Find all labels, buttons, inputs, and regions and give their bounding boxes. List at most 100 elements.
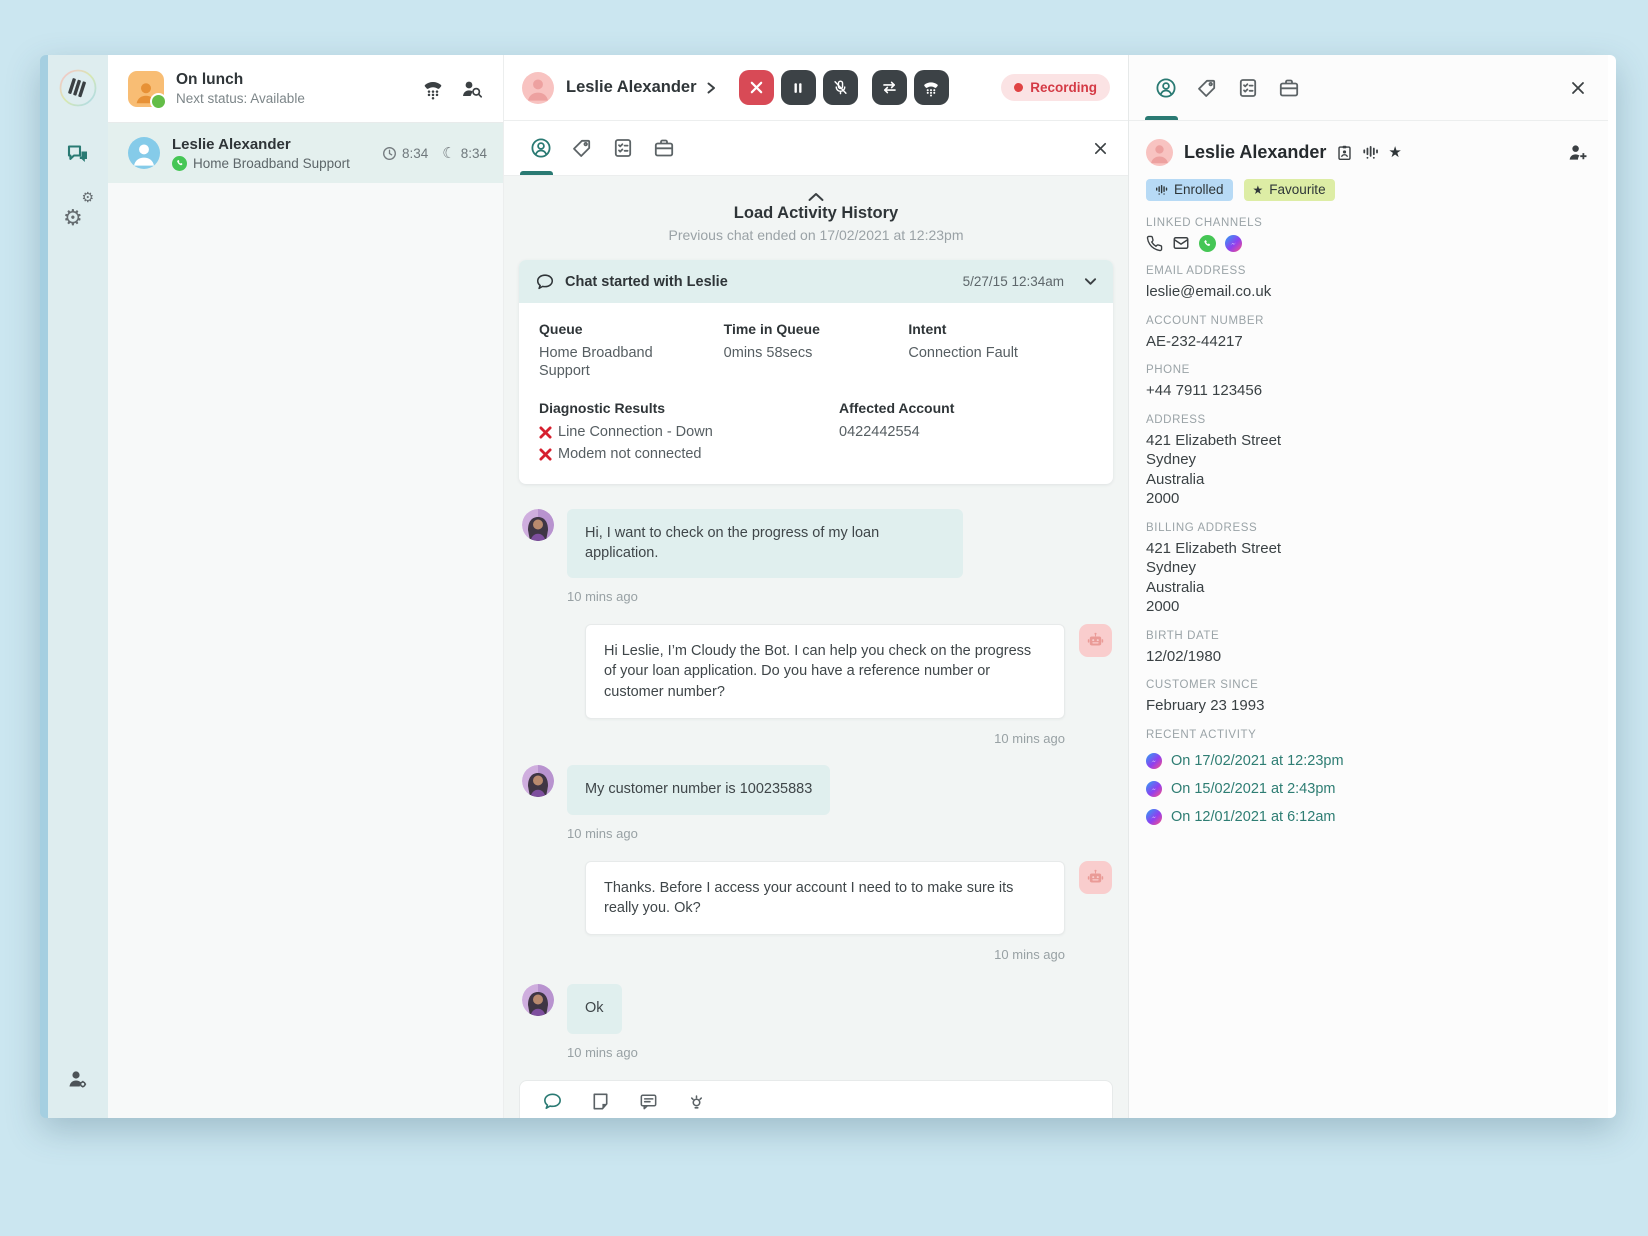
message-bubble: Hi Leslie, I’m Cloudy the Bot. I can hel…	[585, 624, 1065, 719]
phone-channel-icon[interactable]	[1146, 235, 1163, 252]
moon-icon: ☾	[442, 144, 456, 162]
tab-tags[interactable]	[570, 136, 594, 160]
status-dot	[150, 92, 167, 110]
agent-status-bar[interactable]: On lunch Next status: Available	[108, 55, 503, 123]
history-subtitle: Previous chat ended on 17/02/2021 at 12:…	[668, 227, 964, 243]
mute-mic-button[interactable]	[822, 70, 858, 105]
pause-button[interactable]	[780, 70, 816, 105]
whatsapp-channel-icon[interactable]	[1199, 234, 1216, 252]
email-channel-icon[interactable]	[1172, 234, 1190, 252]
profile-header: Leslie Alexander	[1146, 139, 1588, 166]
fail-x-icon	[539, 448, 552, 461]
birth-date-value: 12/02/1980	[1146, 647, 1222, 665]
active-tab-underline	[1145, 116, 1178, 120]
tab-customer-profile[interactable]	[529, 136, 553, 160]
agent-avatar	[128, 70, 167, 110]
agent-status-title: On lunch	[176, 71, 244, 88]
conversation-list-panel: On lunch Next status: Available	[108, 55, 503, 1118]
profile-avatar	[1146, 139, 1173, 166]
message-timestamp: 10 mins ago	[567, 1044, 638, 1060]
end-call-button[interactable]	[738, 70, 774, 105]
chevron-down-icon	[1084, 278, 1097, 285]
conversation-list-item[interactable]: Leslie Alexander Home Broadband Support	[108, 123, 503, 183]
chat-panel: Leslie Alexander	[503, 55, 1128, 1118]
message-inbound: Hi, I want to check on the progress of m…	[504, 508, 1128, 579]
transfer-button[interactable]	[871, 70, 907, 105]
activity-item[interactable]: On 12/01/2021 at 6:12am	[1146, 808, 1588, 825]
tab-checklist[interactable]	[611, 136, 635, 160]
activity-item[interactable]: On 17/02/2021 at 12:23pm	[1146, 752, 1588, 769]
message-inbound: Ok	[504, 984, 1128, 1034]
activity-link: On 12/01/2021 at 6:12am	[1171, 808, 1336, 825]
close-icon[interactable]	[1093, 141, 1108, 156]
activity-link: On 17/02/2021 at 12:23pm	[1171, 752, 1344, 769]
favourite-badge: ★ Favourite	[1243, 179, 1335, 201]
tab-tags[interactable]	[1195, 76, 1219, 100]
chevron-right-icon[interactable]	[705, 81, 717, 95]
dialpad-phone-icon[interactable]	[422, 78, 444, 100]
nav-agent-settings-icon[interactable]	[59, 1060, 97, 1098]
chat-started-title: Chat started with Leslie	[565, 273, 728, 290]
messenger-channel-icon[interactable]	[1225, 234, 1242, 252]
phone-value: +44 7911 123456	[1146, 382, 1263, 399]
chat-started-card-header[interactable]: Chat started with Leslie 5/27/15 12:34am	[519, 260, 1113, 303]
message-bubble: My customer number is 100235883	[567, 764, 831, 815]
tab-checklist[interactable]	[1236, 76, 1260, 100]
keypad-button[interactable]	[913, 70, 949, 105]
bot-icon	[1079, 860, 1112, 894]
billing-address-line: 2000	[1146, 598, 1180, 615]
affected-account-value: 0422442554	[839, 424, 920, 441]
whatsapp-icon	[172, 155, 187, 171]
message-composer	[519, 1079, 1113, 1118]
messenger-icon	[1146, 752, 1162, 769]
address-label: ADDRESS	[1146, 413, 1206, 426]
diagnostic-item: Line Connection - Down	[539, 423, 839, 442]
favourite-star-icon[interactable]: ★	[1388, 144, 1402, 161]
message-bubble: Thanks. Before I access your account I n…	[585, 860, 1065, 936]
chat-started-card: Chat started with Leslie 5/27/15 12:34am…	[519, 260, 1113, 484]
chat-bubble-icon	[536, 273, 554, 289]
profile-name: Leslie Alexander	[1184, 142, 1327, 162]
load-activity-history[interactable]: Load Activity History Previous chat ende…	[504, 192, 1128, 243]
app-window: ⚙ ⚙ On lunch Next status:	[40, 55, 1616, 1118]
active-tab-underline	[520, 171, 553, 175]
conversation-scroll-area[interactable]: Load Activity History Previous chat ende…	[504, 176, 1128, 1118]
enrolled-badge: Enrolled	[1146, 179, 1233, 201]
composer-note-icon[interactable]	[590, 1091, 611, 1112]
address-line: 421 Elizabeth Street	[1146, 431, 1282, 449]
nav-rail: ⚙ ⚙	[48, 55, 108, 1118]
tab-cases[interactable]	[1277, 76, 1301, 100]
queue-label: Queue	[539, 321, 583, 337]
close-icon[interactable]	[1570, 80, 1586, 96]
composer-suggestions-icon[interactable]	[686, 1091, 707, 1112]
customer-photo-avatar	[522, 984, 554, 1017]
hold-timer: ☾ 8:34	[442, 144, 487, 162]
recording-dot-icon	[1014, 83, 1024, 92]
activity-item[interactable]: On 15/02/2021 at 2:43pm	[1146, 780, 1588, 797]
intent-value: Connection Fault	[908, 345, 1018, 361]
nav-conversations-icon[interactable]	[59, 135, 97, 173]
recording-label: Recording	[1030, 80, 1097, 95]
account-number-label: ACCOUNT NUMBER	[1146, 314, 1265, 327]
voice-biometrics-icon	[1362, 145, 1379, 160]
messenger-icon	[1146, 808, 1162, 825]
section-label: LINKED CHANNELS	[1146, 217, 1263, 229]
composer-comment-icon[interactable]	[638, 1091, 659, 1112]
brand-logo-icon[interactable]	[59, 69, 97, 107]
phone-label: PHONE	[1146, 364, 1190, 376]
agent-status-subtitle: Next status: Available	[176, 91, 305, 106]
diagnostic-label: Diagnostic Results	[539, 400, 666, 417]
intent-label: Intent	[908, 321, 947, 337]
customer-profile-panel: Leslie Alexander	[1128, 55, 1608, 1118]
billing-address-line: Australia	[1146, 578, 1205, 596]
tab-cases[interactable]	[652, 136, 676, 160]
add-contact-icon[interactable]	[1567, 142, 1588, 163]
billing-address-line: Sydney	[1146, 559, 1197, 576]
agent-search-icon[interactable]	[461, 78, 483, 100]
nav-settings-icon[interactable]: ⚙ ⚙	[59, 190, 97, 229]
composer-reply-icon[interactable]	[542, 1091, 563, 1112]
diagnostic-item: Modem not connected	[539, 445, 839, 464]
tab-customer-profile[interactable]	[1154, 76, 1178, 100]
voice-biometrics-icon	[1156, 184, 1168, 195]
